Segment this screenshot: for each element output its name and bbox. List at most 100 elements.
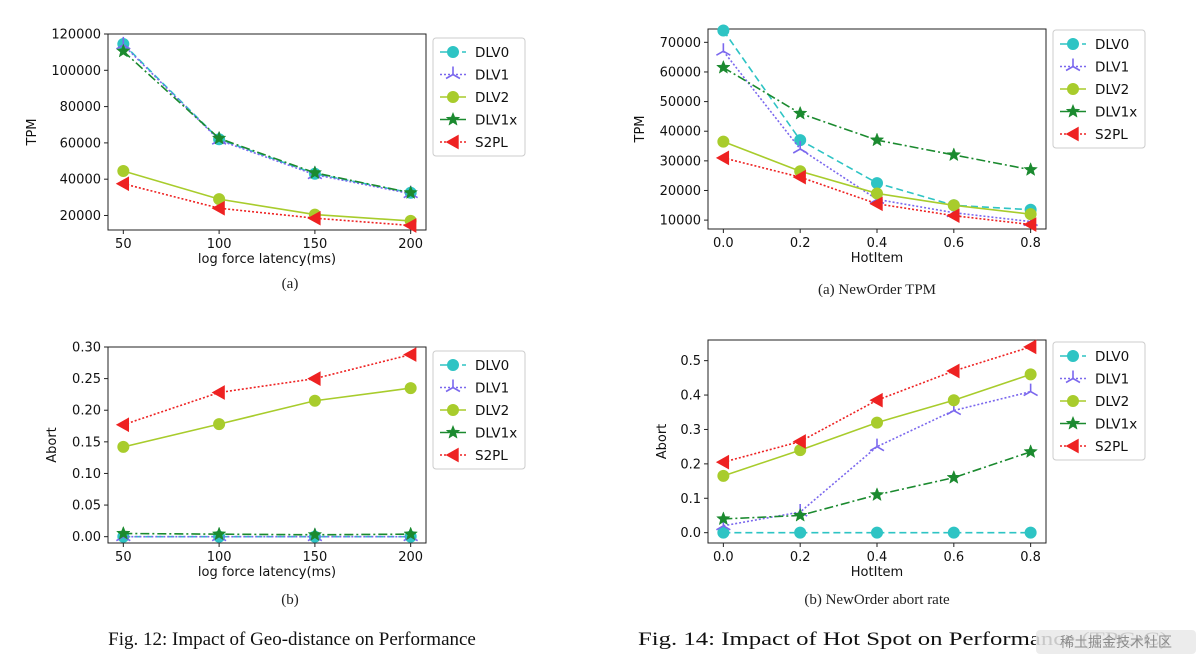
data-point (716, 59, 731, 74)
y-tick-label: 20000 (60, 209, 101, 224)
series-line (123, 182, 411, 227)
legend-label: DLV1 (1095, 60, 1129, 76)
data-point (115, 176, 130, 192)
y-tick-label: 40000 (660, 125, 701, 140)
series-s2pl (115, 176, 417, 233)
legend-label: DLV2 (475, 90, 509, 106)
legend-marker (447, 91, 459, 103)
data-point (947, 394, 960, 407)
x-tick-label: 0.4 (867, 236, 888, 251)
data-point (403, 526, 418, 541)
data-point (116, 525, 131, 540)
legend: DLV0 DLV1 DLV2 DLV1x S2PL (1052, 341, 1146, 461)
legend-marker (1067, 38, 1079, 50)
data-point (946, 147, 962, 162)
legend-marker (445, 111, 461, 126)
x-tick-label: 0.8 (1020, 236, 1041, 251)
data-point (946, 469, 962, 484)
legend-marker (445, 447, 459, 463)
data-point (871, 187, 883, 200)
legend-box (432, 37, 526, 157)
legend-marker (445, 424, 461, 439)
x-axis-label: HotItem (851, 251, 903, 266)
x-tick-label: 0.4 (867, 550, 888, 565)
legend-marker (1065, 103, 1081, 118)
y-axis-label: TPM (633, 116, 648, 144)
y-tick-label: 0.2 (680, 457, 701, 472)
watermark-text: 稀土掘金技术社区 (1060, 635, 1172, 651)
data-point (716, 511, 731, 526)
legend-label: DLV1x (1095, 105, 1137, 121)
series-line (122, 43, 411, 194)
legend-marker (445, 134, 459, 150)
legend-label: S2PL (475, 135, 508, 151)
legend-box (432, 350, 526, 470)
series-dlv1x (116, 525, 418, 542)
y-tick-label: 0.25 (72, 372, 101, 387)
legend-marker (1065, 58, 1081, 72)
x-axis-label: log force latency(ms) (198, 252, 336, 267)
data-point (871, 526, 883, 539)
y-tick-label: 60000 (60, 136, 101, 151)
figure-caption-right: Fig. 14: Impact of Hot Spot on Performan… (638, 629, 1168, 650)
legend-label: DLV2 (1095, 82, 1129, 98)
data-point (715, 150, 730, 166)
y-tick-label: 0.20 (72, 404, 101, 419)
y-tick-label: 120000 (51, 28, 101, 43)
series-s2pl (715, 339, 1037, 470)
legend: DLV0 DLV1 DLV2 DLV1x S2PL (1052, 29, 1146, 149)
data-point (871, 177, 883, 190)
legend-label: S2PL (1095, 439, 1128, 455)
y-tick-label: 30000 (660, 154, 701, 169)
legend-marker (447, 404, 459, 416)
series-dlv0 (717, 526, 1037, 539)
data-point (792, 105, 808, 120)
y-tick-label: 50000 (660, 95, 701, 110)
data-point (116, 43, 131, 58)
y-tick-label: 20000 (660, 184, 701, 199)
chart-fig12a: 20000 40000 60000 80000 100000 120000 50 100 150… (25, 28, 526, 292)
data-point (792, 141, 808, 154)
legend-label: DLV0 (475, 45, 509, 61)
x-tick-label: 50 (115, 237, 132, 252)
data-point (1024, 368, 1037, 381)
data-point (715, 454, 730, 470)
subfigure-caption: (a) NewOrder TPM (818, 282, 936, 298)
legend: DLV0 DLV1 DLV2 DLV1x S2PL (432, 37, 526, 157)
data-point (1023, 444, 1038, 459)
series-dlv1x (116, 43, 418, 200)
series-dlv2 (717, 135, 1037, 221)
series-dlv1x (716, 59, 1038, 176)
y-tick-label: 0.10 (72, 467, 101, 482)
legend-label: S2PL (475, 448, 508, 464)
data-point (947, 199, 960, 212)
data-point (211, 130, 227, 145)
data-point (717, 24, 730, 37)
y-axis-label: Abort (45, 427, 60, 463)
data-point (869, 392, 883, 408)
data-point (717, 526, 730, 539)
chart-fig14a: 10000 20000 30000 40000 50000 60000 70000 0.0 0.… (633, 24, 1146, 298)
legend-label: DLV0 (1095, 349, 1129, 365)
legend-marker (1065, 415, 1081, 430)
y-tick-label: 60000 (660, 65, 701, 80)
data-point (211, 526, 227, 541)
y-tick-label: 10000 (660, 214, 701, 229)
legend-marker (447, 46, 459, 58)
data-point (792, 434, 806, 449)
series-line (123, 353, 411, 426)
legend-marker (1067, 83, 1079, 95)
subfigure-caption: (b) NewOrder abort rate (804, 592, 950, 608)
data-point (117, 440, 130, 453)
data-point (1023, 339, 1037, 355)
x-tick-label: 200 (398, 237, 423, 252)
data-point (869, 438, 885, 452)
x-tick-label: 0.0 (713, 236, 734, 251)
y-axis-label: TPM (25, 119, 40, 147)
y-tick-label: 0.05 (72, 499, 101, 514)
series-dlv2 (717, 368, 1037, 482)
series-line (123, 532, 411, 536)
x-axis-label: HotItem (851, 565, 903, 580)
series-s2pl (115, 347, 417, 433)
x-tick-label: 100 (207, 550, 232, 565)
